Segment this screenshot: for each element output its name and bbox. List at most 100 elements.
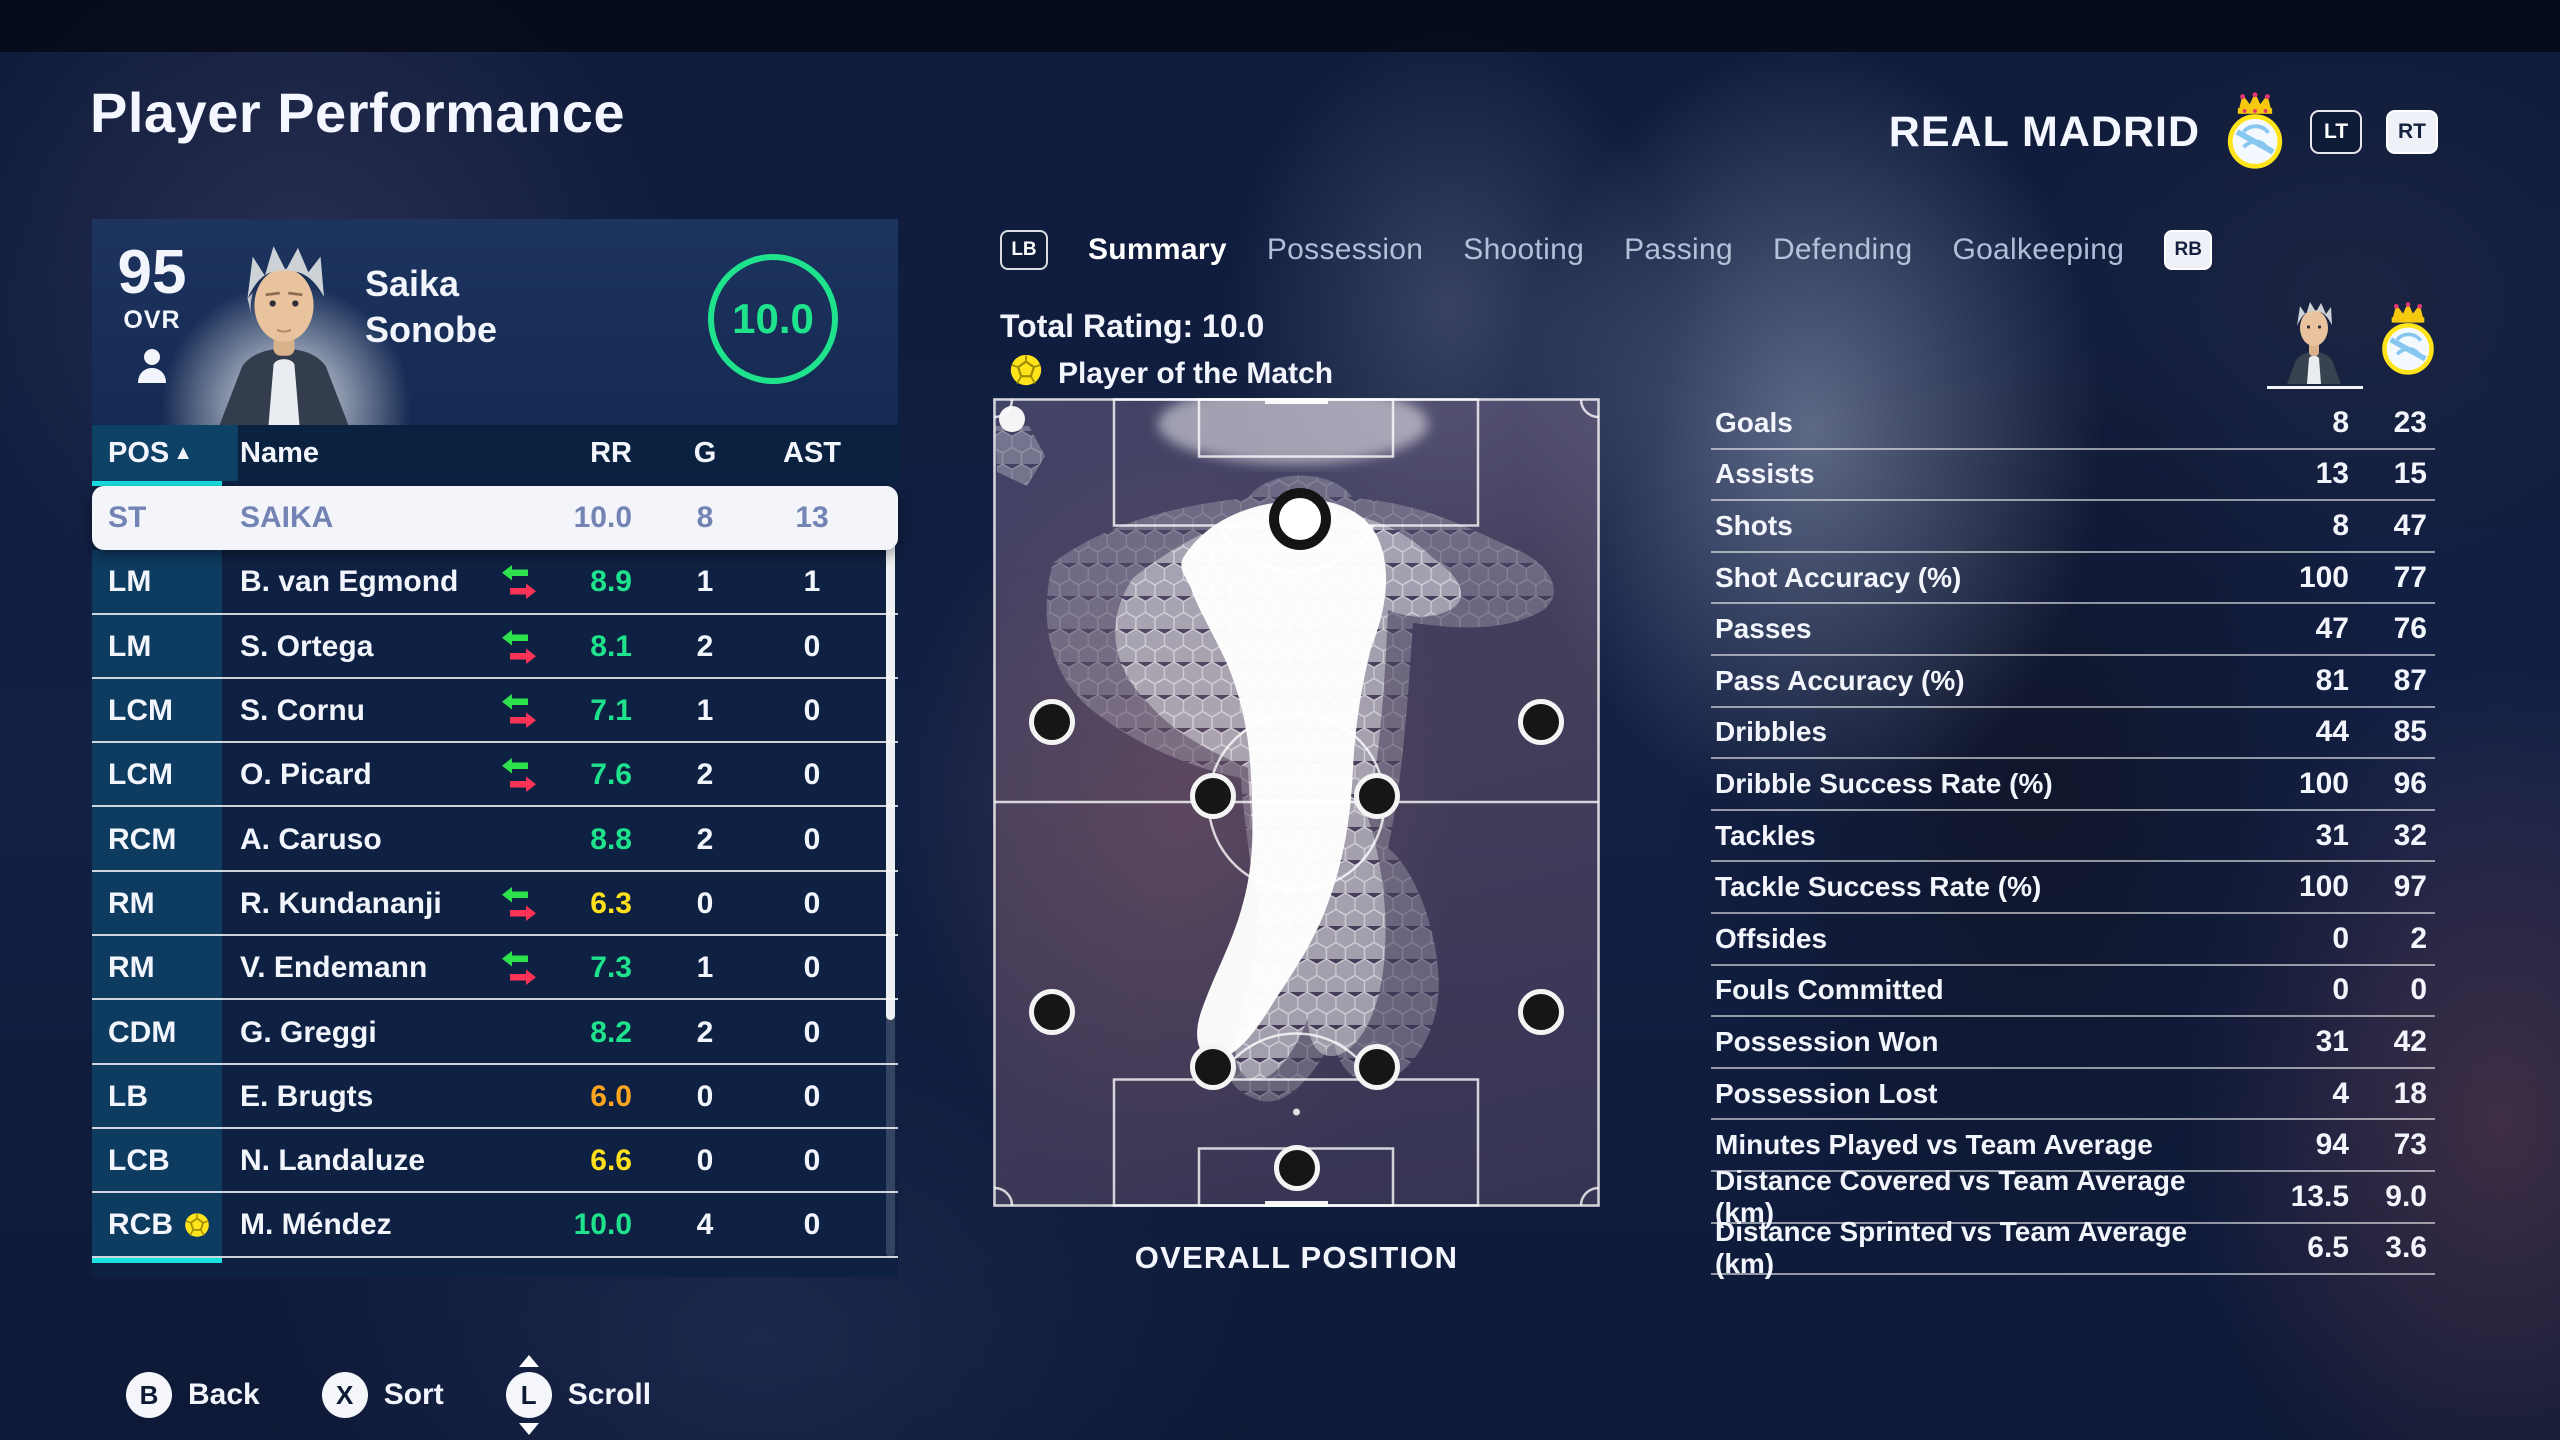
teammate-position-marker <box>1518 989 1565 1036</box>
roster-row[interactable]: LB E. Brugts 6.0 0 0 <box>92 1064 898 1130</box>
stat-team-value: 23 <box>2393 405 2427 439</box>
lb-trigger-icon[interactable]: LB <box>1000 230 1048 270</box>
roster-goals: 8 <box>696 501 714 535</box>
stat-player-value: 47 <box>2315 612 2349 646</box>
column-name[interactable]: Name <box>240 436 319 469</box>
roster-rating: 8.1 <box>590 629 632 663</box>
roster-goals: 2 <box>696 758 714 792</box>
column-pos[interactable]: POS ▲ <box>92 425 238 481</box>
stat-row: Shots 8 47 <box>1711 501 2435 553</box>
roster-row[interactable]: LCM O. Picard 7.6 2 0 <box>92 743 898 808</box>
position-label: LM <box>108 565 152 599</box>
roster-rating: 7.6 <box>590 758 632 792</box>
roster-player-name: SAIKA <box>240 501 334 535</box>
controller-key: X <box>321 1372 368 1418</box>
scroll-down-arrow-icon <box>518 1423 539 1435</box>
stat-team-value: 0 <box>2410 973 2427 1007</box>
tab-shooting[interactable]: Shooting <box>1463 233 1585 266</box>
tab-goalkeeping[interactable]: Goalkeeping <box>1952 233 2125 266</box>
player-avatar <box>196 227 372 425</box>
match-rating-badge: 10.0 <box>708 254 838 384</box>
stat-team-value: 76 <box>2393 612 2427 646</box>
team-header: REAL MADRID LT RT <box>1889 91 2438 172</box>
stat-label: Distance Covered vs Team Average (km) <box>1715 1164 2186 1228</box>
tab-defending[interactable]: Defending <box>1772 233 1913 266</box>
scroll-up-arrow-icon <box>518 1355 539 1367</box>
roster-goals: 2 <box>696 629 714 663</box>
roster-row[interactable]: ST SAIKA 10.0 8 13 <box>92 486 898 551</box>
teammate-position-marker <box>1029 989 1076 1036</box>
roster-row[interactable]: RCB M. Méndez 10.0 4 0 <box>92 1193 898 1258</box>
roster-pos-cell: LCB <box>92 1128 222 1194</box>
controller-button-icon: B <box>126 1372 172 1418</box>
controls-bar: B Back X Sort L Scroll <box>126 1355 651 1435</box>
person-icon <box>106 345 198 390</box>
roster-pos-cell: RM <box>92 871 222 937</box>
tab-passing[interactable]: Passing <box>1624 233 1733 266</box>
roster-row[interactable]: RM V. Endemann 7.3 1 0 <box>92 936 898 1001</box>
controller-hint-label: Back <box>188 1378 260 1411</box>
lt-trigger-icon[interactable]: LT <box>2310 110 2362 154</box>
roster-assists: 0 <box>803 629 821 663</box>
roster-player-name: V. Endemann <box>240 951 428 985</box>
roster-row[interactable]: CDM G. Greggi 8.2 2 0 <box>92 1000 898 1065</box>
column-ast[interactable]: AST <box>783 436 841 469</box>
stat-row: Dribble Success Rate (%) 100 96 <box>1711 759 2435 811</box>
roster-player-name: R. Kundananji <box>240 886 442 920</box>
roster-row[interactable]: RM R. Kundananji 6.3 0 0 <box>92 871 898 937</box>
roster-row[interactable]: LM S. Ortega 8.1 2 0 <box>92 614 898 680</box>
position-label: RCM <box>108 822 177 856</box>
selected-player-marker <box>1268 487 1331 550</box>
teammate-position-marker <box>1273 1145 1320 1192</box>
roster-row[interactable]: RCM A. Caruso 8.8 2 0 <box>92 807 898 873</box>
roster-player-name: B. van Egmond <box>240 565 459 599</box>
stat-player-value: 31 <box>2315 1024 2349 1058</box>
roster-player-name: E. Brugts <box>240 1079 374 1113</box>
tab-possession[interactable]: Possession <box>1266 233 1424 266</box>
controller-hint[interactable]: L Scroll <box>505 1355 651 1435</box>
stat-label: Offsides <box>1715 922 1828 954</box>
potm-ball-icon <box>1008 352 1044 396</box>
roster-row[interactable]: LCM S. Cornu 7.1 1 0 <box>92 678 898 744</box>
position-label: ST <box>108 501 147 535</box>
tab-summary[interactable]: Summary <box>1088 233 1227 266</box>
position-label: LCM <box>108 758 173 792</box>
top-strip <box>0 0 2560 52</box>
roster-pos-cell: CDM <box>92 1000 222 1065</box>
stat-player-value: 8 <box>2332 508 2349 542</box>
roster-assists: 0 <box>803 1208 821 1242</box>
stat-row: Shot Accuracy (%) 100 77 <box>1711 553 2435 605</box>
stat-player-value: 0 <box>2332 973 2349 1007</box>
roster-rating: 8.9 <box>590 565 632 599</box>
stat-team-value: 42 <box>2393 1024 2427 1058</box>
controller-hint[interactable]: X Sort <box>321 1372 444 1418</box>
column-rr[interactable]: RR <box>590 436 632 469</box>
stat-label: Distance Sprinted vs Team Average (km) <box>1715 1216 2188 1280</box>
stats-team-crest-icon <box>2379 300 2437 381</box>
rt-trigger-icon[interactable]: RT <box>2386 110 2438 154</box>
player-first-name: Saika <box>365 263 460 304</box>
roster-player-name: S. Ortega <box>240 629 374 663</box>
substitution-icon <box>500 693 538 729</box>
roster-player-name: M. Méndez <box>240 1208 392 1242</box>
roster-scrollbar-thumb[interactable] <box>886 495 895 1020</box>
stat-label: Tackles <box>1715 819 1816 851</box>
roster-row[interactable]: LM B. van Egmond 8.9 1 1 <box>92 550 898 615</box>
position-label: LCM <box>108 694 173 728</box>
player-last-name: Sonobe <box>365 309 497 350</box>
player-name: Saika Sonobe <box>365 261 497 353</box>
controller-hint[interactable]: B Back <box>126 1372 260 1418</box>
roster-rating: 8.2 <box>590 1015 632 1049</box>
stat-team-value: 73 <box>2393 1128 2427 1162</box>
column-g[interactable]: G <box>693 436 717 469</box>
teammate-position-marker <box>1354 773 1401 820</box>
stat-label: Tackle Success Rate (%) <box>1715 871 2042 903</box>
position-label: LCB <box>108 1144 170 1178</box>
roster-row[interactable]: LCB N. Landaluze 6.6 0 0 <box>92 1128 898 1194</box>
rb-trigger-icon[interactable]: RB <box>2164 230 2213 270</box>
stat-label: Minutes Played vs Team Average <box>1715 1129 2153 1161</box>
tabs-list: Summary Possession Shooting Passing Defe… <box>1088 233 2124 267</box>
roster-pos-cell: LM <box>92 614 222 679</box>
roster-pos-cell: LB <box>92 1064 222 1129</box>
